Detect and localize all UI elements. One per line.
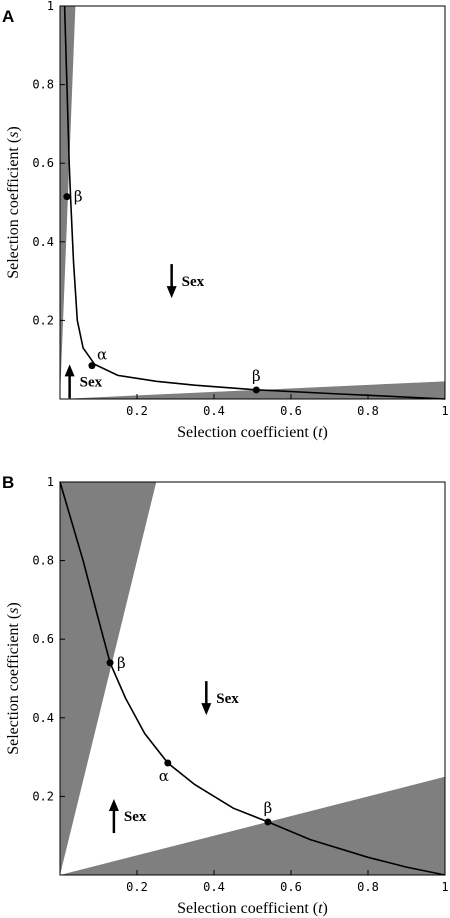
arrow-down-head [166,286,177,299]
x-ticks-b: 0.2 0.4 0.6 0.8 1 [126,870,449,894]
y-tick-label: 0.4 [32,235,54,249]
boundary-curve-b [59,481,446,876]
point-0 [106,659,114,667]
shaded-regions-a [60,6,445,399]
panel-a: A 0.2 0.4 0.6 0.8 1 0.20.40.60.81 βαβ SexSex… [2,0,449,441]
point-2 [264,818,272,826]
annotations-b: Sex Sex [108,681,239,834]
point-2 [252,386,260,394]
point-label-1: α [97,346,107,364]
panel-label-a: A [2,7,14,26]
y-tick-label: 0.4 [32,711,54,725]
x-tick-label: 0.6 [280,880,302,894]
x-tick-label: 0.8 [357,404,379,418]
sex-label-down: Sex [182,274,205,290]
x-tick-label: 0.6 [280,404,302,418]
y-axis-label-b: Selection coefficient (s) [5,602,22,755]
plot-frame-a [59,5,446,400]
y-tick-label: 1 [47,475,54,489]
point-0 [63,193,71,201]
y-tick-label: 0.6 [32,156,54,170]
y-tick-label: 0.8 [32,78,54,92]
sex-label-down: Sex [216,691,239,707]
point-label-0: β [117,654,126,672]
x-tick-label: 1 [441,880,448,894]
point-label-1: α [159,767,169,785]
x-tick-label: 1 [441,404,448,418]
x-tick-label: 0.8 [357,880,379,894]
y-axis-label-a: Selection coefficient (s) [5,126,22,279]
x-ticks-a: 0.2 0.4 0.6 0.8 1 [126,394,449,418]
sex-label-up: Sex [80,374,103,390]
y-tick-label: 0.6 [32,632,54,646]
arrow-up-head [64,364,75,377]
x-tick-label: 0.2 [126,880,148,894]
shaded-region-1 [60,776,445,875]
panel-label-b: B [2,473,14,492]
shaded-region-0 [60,6,76,399]
x-axis-label-a: Selection coefficient (t) [177,424,328,441]
shaded-regions-b [60,482,445,875]
shaded-region-0 [60,482,157,875]
panel-b: B 0.2 0.4 0.6 0.8 1 0.20.40.60.81 βαβ SexSex… [2,473,449,917]
y-tick-label: 0.2 [32,313,54,327]
x-tick-label: 0.2 [126,404,148,418]
arrow-up-head [108,799,119,812]
point-1 [88,362,96,370]
annotations-a: Sex Sex [64,264,205,399]
point-label-0: β [74,188,83,206]
point-label-2: β [264,799,273,817]
y-tick-label: 1 [47,0,54,13]
arrow-down-head [201,703,212,716]
y-tick-label: 0.2 [32,789,54,803]
plot-frame-b [59,481,446,876]
x-axis-label-b: Selection coefficient (t) [177,900,328,917]
x-tick-label: 0.4 [203,404,225,418]
sex-label-up: Sex [124,809,147,825]
points-b: β α β [106,654,273,826]
points-a: β α β [63,188,261,394]
boundary-curve-a [63,5,446,400]
point-1 [164,759,172,767]
point-label-2: β [252,367,261,385]
y-tick-label: 0.8 [32,554,54,568]
y-ticks-a: 0.2 0.4 0.6 0.8 1 [32,0,65,327]
x-tick-label: 0.4 [203,880,225,894]
y-ticks-b: 0.2 0.4 0.6 0.8 1 [32,475,65,803]
